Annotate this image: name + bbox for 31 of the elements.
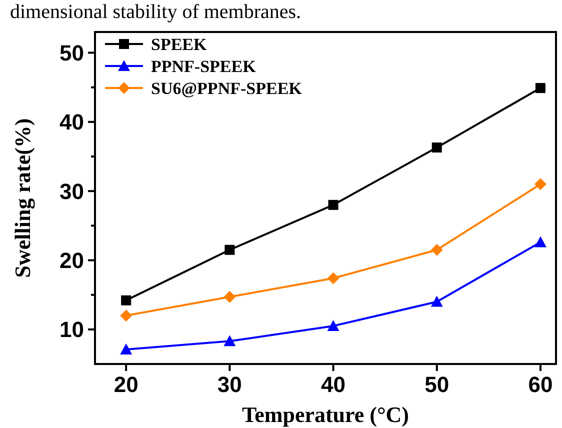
point: [327, 272, 340, 284]
x-tick-label: 40: [321, 372, 346, 397]
point: [535, 83, 546, 94]
point: [534, 236, 546, 248]
point: [120, 310, 132, 322]
point: [432, 142, 442, 153]
y-tick-label: 10: [60, 317, 84, 342]
x-tick-label: 60: [528, 372, 553, 397]
legend-label: PPNF-SPEEK: [151, 56, 257, 76]
point: [430, 296, 443, 307]
point: [121, 295, 132, 306]
y-tick-label: 30: [60, 178, 84, 204]
point: [430, 244, 443, 256]
x-tick-label: 20: [114, 372, 138, 397]
y-axis-title: Swelling rate(%): [10, 118, 35, 278]
y-tick-label: 40: [60, 110, 84, 135]
point: [327, 320, 340, 331]
legend-label: SU6@PPNF-SPEEK: [151, 78, 303, 98]
x-axis-title: Temperature (°C): [242, 402, 410, 427]
x-tick-label: 50: [424, 372, 450, 397]
point: [534, 178, 546, 190]
point: [224, 335, 236, 346]
text: dimensional stability of membranes.: [10, 1, 302, 23]
y-tick-label: 20: [60, 248, 84, 273]
legend-label: SPEEK: [151, 34, 208, 54]
point: [328, 200, 338, 210]
point: [120, 343, 132, 354]
x-tick-label: 30: [217, 372, 242, 397]
point: [224, 244, 235, 255]
y-tick-label: 50: [60, 40, 84, 66]
point: [224, 290, 236, 303]
